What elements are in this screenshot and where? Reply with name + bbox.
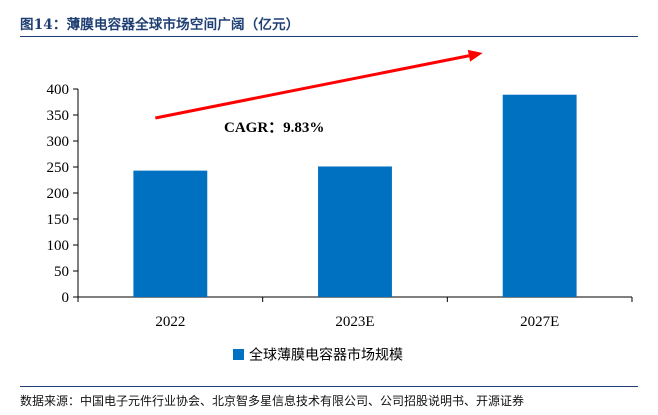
cagr-arrow-head (467, 49, 483, 62)
x-tick-label: 2023E (335, 314, 374, 330)
legend-label: 全球薄膜电容器市场规模 (249, 347, 403, 364)
y-tick-label: 100 (47, 238, 70, 254)
x-tick-label: 2027E (520, 314, 559, 330)
title-rule (20, 36, 638, 37)
source-note: 数据来源：中国电子元件行业协会、北京智多星信息技术有限公司、公司招股说明书、开源… (20, 394, 525, 408)
x-axis: 2022 2023E 2027E (77, 296, 633, 330)
figure-title: 图14：薄膜电容器全球市场空间广阔（亿元） (20, 17, 300, 33)
y-tick-label: 250 (47, 160, 70, 176)
x-tick-label: 2022 (155, 314, 185, 330)
bar-2023E (318, 166, 392, 297)
source-rule (20, 386, 638, 387)
y-tick-label: 200 (47, 186, 70, 202)
cagr-annotation: CAGR：9.83% (155, 49, 483, 136)
y-axis: 0 50 100 150 200 250 300 350 400 (47, 82, 79, 306)
cagr-label: CAGR：9.83% (224, 120, 324, 136)
y-tick-label: 350 (47, 108, 70, 124)
cagr-arrow-line (155, 54, 470, 120)
y-tick-label: 300 (47, 134, 70, 150)
legend-swatch (233, 349, 244, 360)
legend: 全球薄膜电容器市场规模 (233, 347, 403, 364)
bar-2022 (133, 170, 208, 297)
y-tick-label: 150 (47, 212, 70, 228)
bars (133, 94, 577, 297)
y-tick-label: 50 (54, 264, 69, 280)
y-tick-label: 0 (62, 290, 70, 306)
y-tick-label: 400 (47, 82, 70, 98)
bar-2027E (502, 94, 577, 297)
